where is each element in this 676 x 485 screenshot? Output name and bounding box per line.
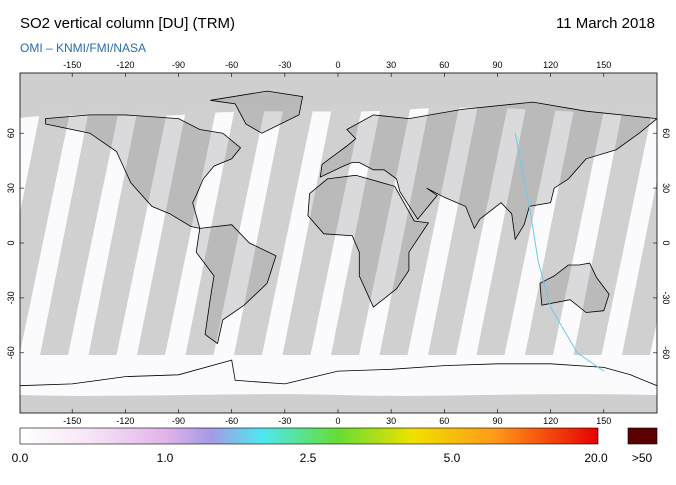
lon-tick-label: 0	[335, 416, 340, 426]
lon-tick-label: 30	[386, 416, 396, 426]
colorbar-label: 5.0	[444, 451, 461, 465]
lon-tick-label: -60	[225, 416, 238, 426]
lat-tick-label: 60	[6, 128, 16, 138]
lon-tick-label: 30	[386, 60, 396, 70]
lat-tick-label: -60	[6, 346, 16, 359]
lon-tick-label: -120	[116, 416, 134, 426]
lon-tick-label: 150	[596, 60, 611, 70]
lat-tick-label: -60	[661, 346, 671, 359]
lon-tick-label: -60	[225, 60, 238, 70]
no-data-south	[20, 394, 657, 413]
lat-tick-label: 60	[661, 128, 671, 138]
lat-tick-label: 30	[661, 183, 671, 193]
lon-tick-label: 0	[335, 60, 340, 70]
colorbar-label: 1.0	[157, 451, 174, 465]
title: SO2 vertical column [DU] (TRM)	[20, 15, 235, 32]
lat-tick-label: -30	[6, 291, 16, 304]
lat-tick-label: 30	[6, 183, 16, 193]
lon-tick-label: 60	[439, 60, 449, 70]
colorbar-label: >50	[632, 451, 653, 465]
colorbar-label: 2.5	[300, 451, 317, 465]
colorbar-label: 20.0	[584, 451, 608, 465]
lat-tick-label: -30	[661, 291, 671, 304]
lon-tick-label: -30	[278, 60, 291, 70]
lon-tick-label: -120	[116, 60, 134, 70]
colorbar-overflow	[628, 428, 657, 444]
lon-tick-label: 90	[492, 416, 502, 426]
lon-tick-label: 120	[543, 60, 558, 70]
date: 11 March 2018	[556, 15, 655, 32]
lon-tick-label: -30	[278, 416, 291, 426]
lon-tick-label: 150	[596, 416, 611, 426]
lon-tick-label: -150	[63, 416, 81, 426]
lon-tick-label: -150	[63, 60, 81, 70]
lon-tick-label: -90	[172, 416, 185, 426]
subtitle: OMI – KNMI/FMI/NASA	[20, 41, 146, 55]
colorbar	[20, 428, 598, 444]
lon-tick-label: -90	[172, 60, 185, 70]
lon-tick-label: 90	[492, 60, 502, 70]
lon-tick-label: 60	[439, 416, 449, 426]
no-data-swath	[0, 105, 23, 355]
lon-tick-label: 120	[543, 416, 558, 426]
colorbar-label: 0.0	[12, 451, 29, 465]
lat-tick-label: 0	[661, 240, 671, 245]
no-data-swath	[671, 105, 676, 355]
map	[0, 73, 676, 413]
lat-tick-label: 0	[6, 240, 16, 245]
